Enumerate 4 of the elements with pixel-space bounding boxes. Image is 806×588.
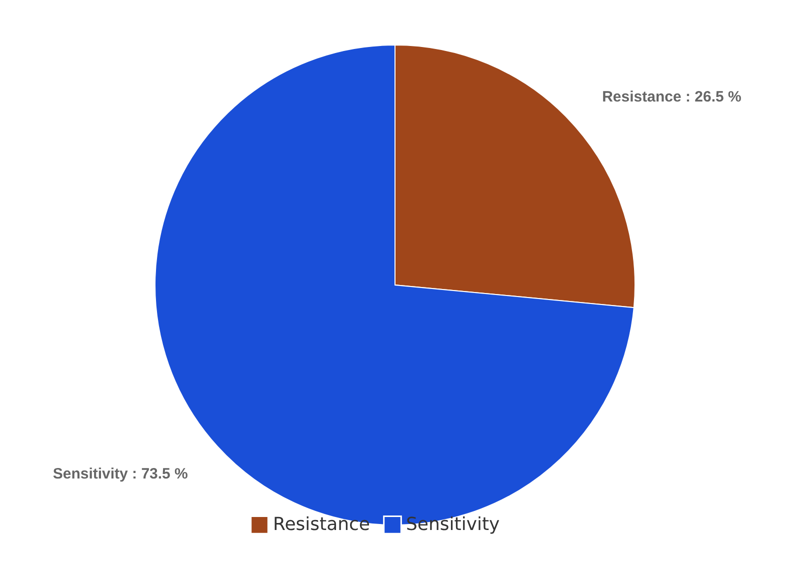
legend-label: Sensitivity: [406, 514, 500, 535]
legend-label: Resistance: [273, 514, 370, 535]
data-label: Sensitivity : 73.5 %: [52, 465, 188, 482]
data-label: Resistance : 26.5 %: [602, 88, 742, 106]
